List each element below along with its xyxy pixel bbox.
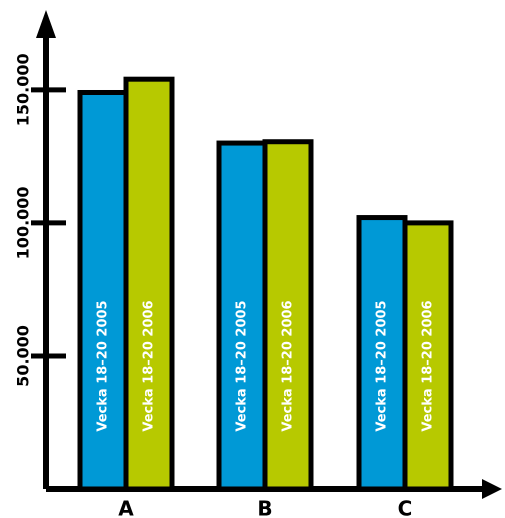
bar-series-label: Vecka 18–20 2006 xyxy=(281,300,296,431)
y-tick-label: 100.000 xyxy=(14,186,33,259)
y-tick-label: 50.000 xyxy=(14,325,33,387)
y-axis-arrow-icon xyxy=(36,10,56,38)
bar-series-label: Vecka 18–20 2005 xyxy=(96,300,111,431)
x-category-label-c: C xyxy=(398,497,413,518)
labels-layer: Vecka 18–20 2005 Vecka 18–20 2006 A Vecka 1… xyxy=(96,300,436,518)
bars-layer xyxy=(77,76,454,492)
x-axis-arrow-icon xyxy=(482,479,502,499)
x-category-label-a: A xyxy=(118,497,134,518)
bar-a-2006 xyxy=(123,76,175,492)
bar-c-2006 xyxy=(402,220,454,492)
bar-c-2005 xyxy=(356,215,408,492)
bar-series-label: Vecka 18–20 2006 xyxy=(142,300,157,431)
bar-a-2005 xyxy=(77,89,129,492)
bar-series-label: Vecka 18–20 2005 xyxy=(375,300,390,431)
bar-series-label: Vecka 18–20 2006 xyxy=(421,300,436,431)
ticks-layer: 50.000 100.000 150.000 xyxy=(14,53,66,387)
y-tick-label: 150.000 xyxy=(14,53,33,126)
bar-b-2005 xyxy=(216,140,268,492)
x-category-label-b: B xyxy=(257,497,272,518)
bar-series-label: Vecka 18–20 2005 xyxy=(235,300,250,431)
bar-b-2006 xyxy=(262,139,314,492)
